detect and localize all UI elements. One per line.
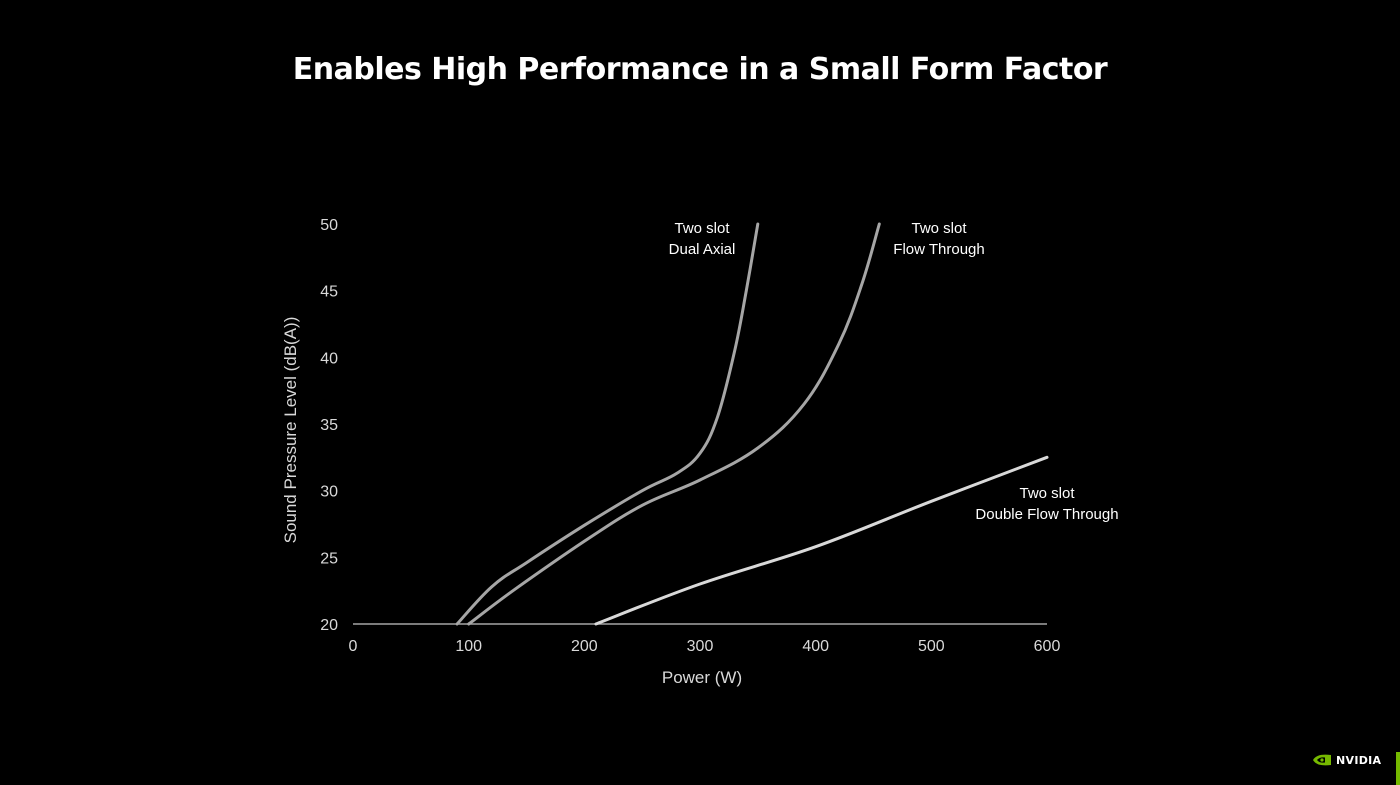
series-label-1: Dual Axial bbox=[669, 241, 736, 258]
nvidia-logo-text: NVIDIA bbox=[1336, 753, 1382, 767]
x-tick-label: 400 bbox=[802, 638, 829, 655]
series-label-2: Flow Through bbox=[893, 241, 984, 258]
x-tick-label: 100 bbox=[455, 638, 482, 655]
y-tick-label: 35 bbox=[320, 417, 338, 434]
y-axis-label: Sound Pressure Level (dB(A)) bbox=[281, 317, 300, 544]
series-label-1: Two slot bbox=[674, 220, 730, 237]
x-tick-label: 600 bbox=[1034, 638, 1061, 655]
x-tick-label: 0 bbox=[349, 638, 358, 655]
series-labels: Two slot Dual Axial Two slot Flow Through Tw… bbox=[669, 220, 1119, 523]
x-tick-label: 300 bbox=[687, 638, 714, 655]
y-tick-label: 50 bbox=[320, 217, 338, 234]
accent-corner-bar bbox=[1396, 752, 1400, 785]
series-label-2: Two slot bbox=[911, 220, 967, 237]
y-tick-label: 25 bbox=[320, 550, 338, 567]
series-line-2 bbox=[467, 222, 881, 626]
series-line-1 bbox=[455, 222, 760, 626]
nvidia-eye-icon bbox=[1313, 754, 1331, 766]
y-tick-label: 30 bbox=[320, 484, 338, 501]
y-tick-label: 20 bbox=[320, 617, 338, 634]
series-label-3: Two slot bbox=[1019, 485, 1075, 502]
series-label-3: Double Flow Through bbox=[975, 506, 1118, 523]
x-tick-label: 500 bbox=[918, 638, 945, 655]
series-layer bbox=[455, 222, 1049, 626]
axes: 0 100 200 300 400 500 600 20 25 30 35 40 45 50 Power (… bbox=[281, 217, 1060, 687]
y-tick-label: 45 bbox=[320, 284, 338, 301]
series-line-3 bbox=[594, 455, 1049, 626]
y-tick-label: 40 bbox=[320, 350, 338, 367]
nvidia-logo: NVIDIA bbox=[1312, 752, 1381, 768]
x-tick-label: 200 bbox=[571, 638, 598, 655]
x-axis-label: Power (W) bbox=[662, 668, 742, 687]
slide-title: Enables High Performance in a Small Form… bbox=[292, 52, 1108, 87]
